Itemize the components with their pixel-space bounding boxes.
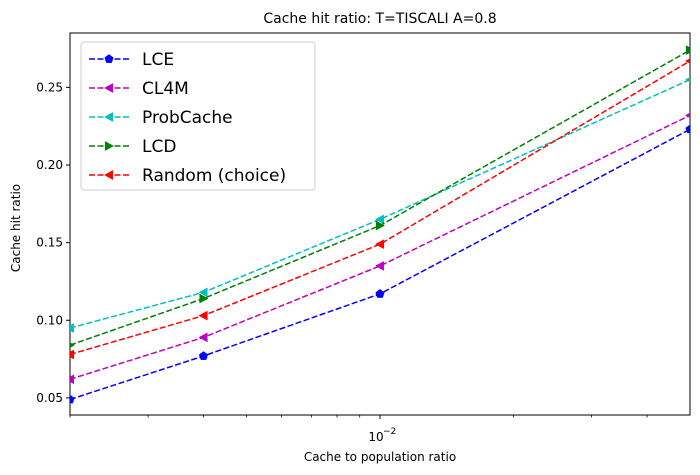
data-point xyxy=(70,342,76,348)
data-point xyxy=(374,214,385,225)
y-tick-label: 0.05 xyxy=(36,391,63,405)
data-point xyxy=(199,293,209,304)
data-point xyxy=(198,332,208,343)
data-point xyxy=(375,289,385,298)
data-point xyxy=(684,112,690,119)
legend-marker xyxy=(103,112,114,122)
legend-label: Random (choice) xyxy=(142,166,286,186)
series-line-4 xyxy=(70,60,690,356)
legend-label: LCE xyxy=(142,50,174,70)
legend-marker xyxy=(103,83,114,93)
y-tick-label: 0.10 xyxy=(36,313,63,327)
data-point xyxy=(70,374,75,385)
chart-title: Cache hit ratio: T=TISCALI A=0.8 xyxy=(263,11,496,27)
plot-frame xyxy=(69,32,691,416)
y-tick-label: 0.15 xyxy=(36,236,63,250)
plot-area xyxy=(70,45,690,404)
data-point xyxy=(70,394,75,404)
legend: LCE CL4M ProbCache LCD Random (choice) xyxy=(80,41,316,191)
y-tick-label: 0.20 xyxy=(36,158,63,172)
data-point xyxy=(684,76,690,83)
data-point xyxy=(685,124,690,134)
legend-marker xyxy=(104,141,115,151)
x-tick-label-exponent: −2 xyxy=(383,427,396,437)
data-point xyxy=(374,239,385,250)
series-line-3 xyxy=(70,49,690,346)
x-axis-label: Cache to population ratio xyxy=(304,450,456,464)
data-point xyxy=(375,220,386,231)
data-point xyxy=(70,323,75,333)
x-tick-label: 10 xyxy=(368,430,383,444)
data-point xyxy=(198,287,208,298)
y-axis-label: Cache hit ratio xyxy=(9,184,23,272)
data-point xyxy=(198,351,209,360)
legend-label: ProbCache xyxy=(142,108,233,128)
series-line-0 xyxy=(70,128,690,401)
legend-marker xyxy=(104,54,114,63)
axes: 0.05 0.10 0.15 0.20 0.25 10 −2 xyxy=(36,32,691,444)
data-point xyxy=(374,261,385,271)
data-point xyxy=(684,58,690,64)
data-point xyxy=(685,45,690,56)
series-line-1 xyxy=(70,114,690,380)
series-line-2 xyxy=(70,78,690,329)
data-point xyxy=(198,310,208,321)
legend-box xyxy=(80,41,316,191)
plot-series xyxy=(70,45,690,404)
legend-label: LCD xyxy=(142,137,176,157)
legend-label: CL4M xyxy=(142,79,189,99)
data-point xyxy=(70,349,75,360)
y-tick-label: 0.25 xyxy=(36,80,63,94)
legend-marker xyxy=(103,170,114,180)
